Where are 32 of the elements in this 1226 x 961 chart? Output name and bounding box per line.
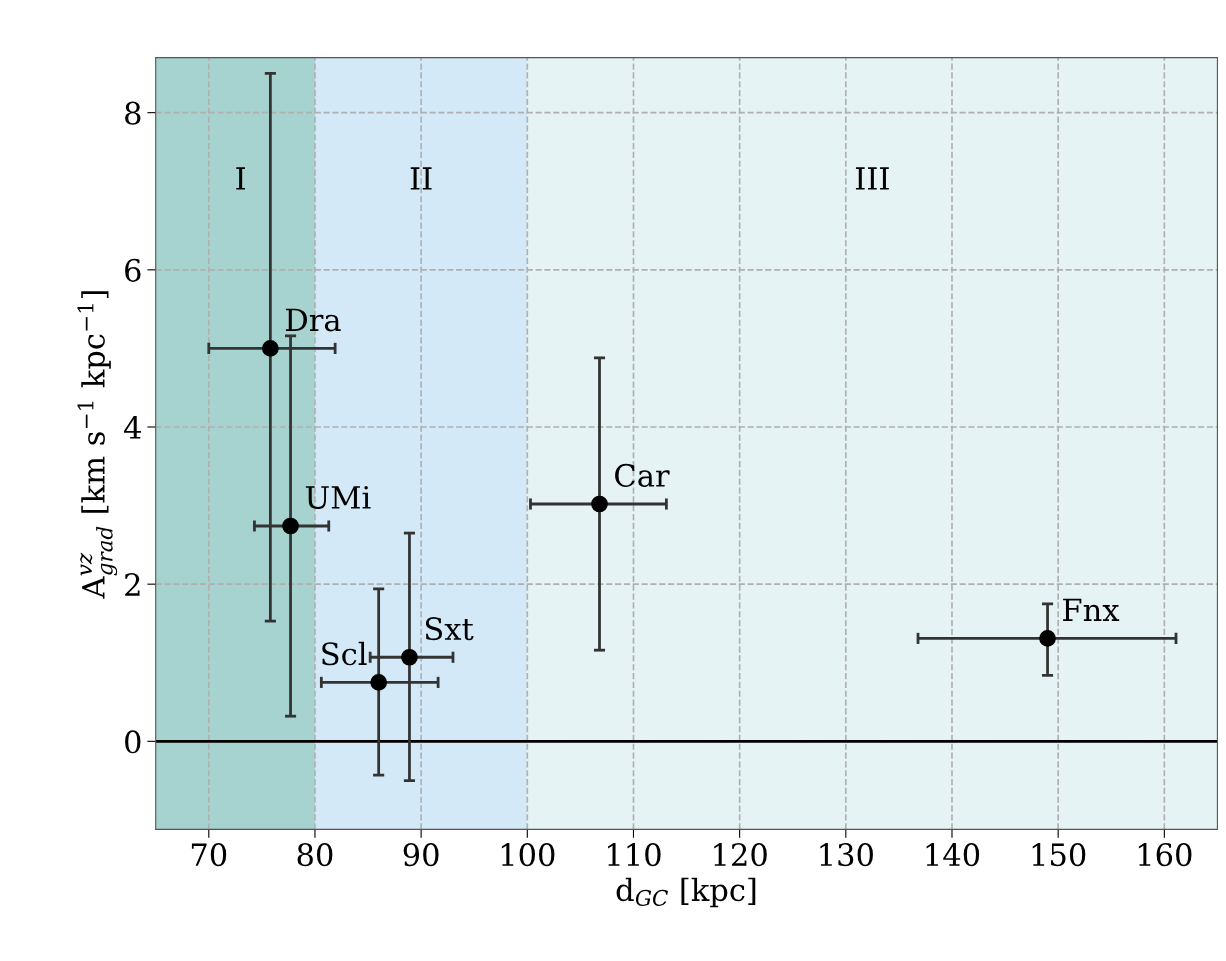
point <box>370 674 387 691</box>
point <box>262 340 279 357</box>
annotation: Car <box>615 463 670 487</box>
y-tick-label: 2 <box>125 573 140 596</box>
point <box>1039 630 1056 647</box>
x-tick-label: 160 <box>1138 843 1192 867</box>
x-tick-label: 140 <box>926 843 980 867</box>
y-tick-label: 0 <box>125 730 141 754</box>
x-axis-title: d$_{GC}$ [kpc] <box>616 877 756 908</box>
x-tick-label: 90 <box>403 843 439 867</box>
point <box>591 495 608 513</box>
x-tick-label: 120 <box>714 843 767 867</box>
annotation: Dra <box>285 308 341 332</box>
band-label: I <box>236 167 245 190</box>
annotation: UMi <box>305 486 371 509</box>
x-tick-label: 70 <box>191 843 227 867</box>
x-tick-label: 110 <box>608 843 661 867</box>
y-tick-label: 6 <box>125 258 141 282</box>
x-tick-label: 80 <box>297 843 333 867</box>
annotation: Scl <box>322 641 367 666</box>
point <box>282 517 299 535</box>
band-label: III <box>855 167 889 190</box>
y-tick-label: 8 <box>125 101 141 125</box>
y-axis-title: A$^{vz}$$_{grad}$ [km s$^{−1}$ kpc$^{−1}$] <box>77 291 118 599</box>
point <box>401 648 418 666</box>
annotation: Sxt <box>425 617 474 641</box>
x-tick-label: 130 <box>820 843 873 867</box>
x-tick-label: 100 <box>501 843 555 867</box>
y-tick-label: 4 <box>124 415 141 439</box>
annotation: Fnx <box>1063 598 1120 621</box>
band-label: II <box>410 167 432 190</box>
x-tick-label: 150 <box>1032 843 1086 867</box>
